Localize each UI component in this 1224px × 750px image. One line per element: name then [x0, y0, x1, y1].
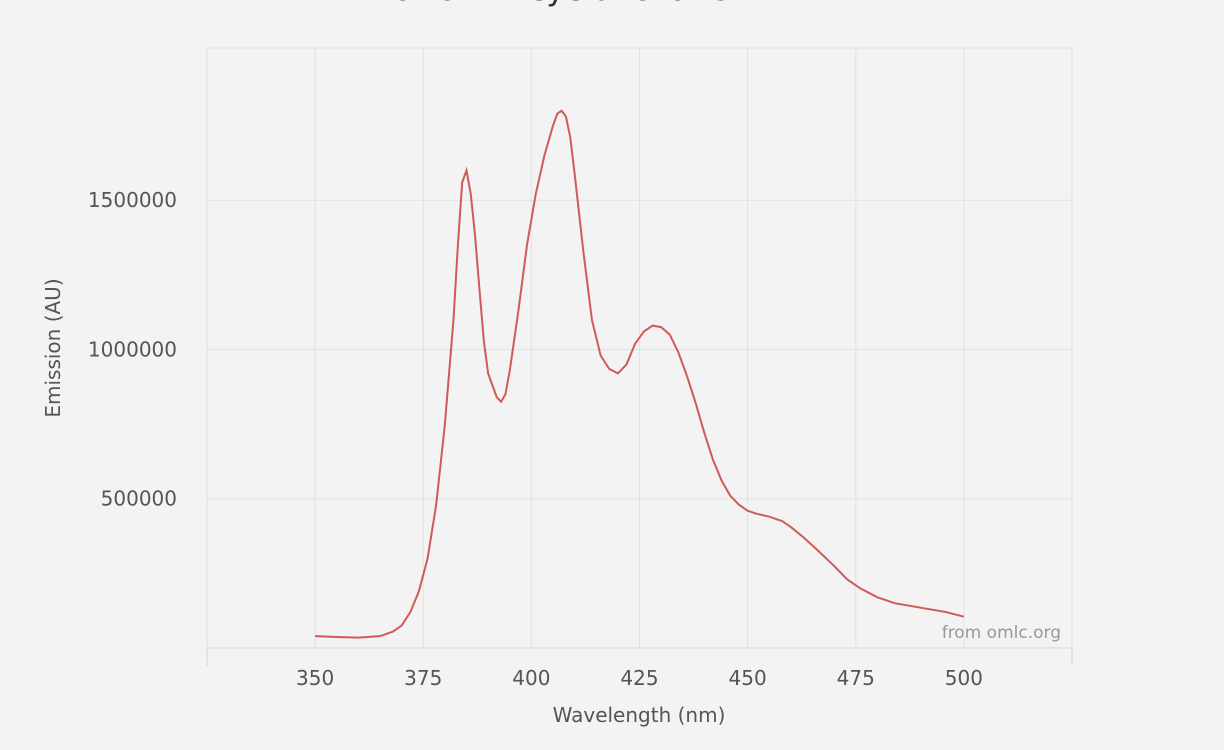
chart-title: POPOP in cyclohexane — [371, 0, 729, 8]
x-tick-label: 400 — [512, 666, 550, 690]
x-axis-label: Wavelength (nm) — [553, 703, 726, 727]
credit: from omlc.org — [942, 623, 1061, 643]
x-tick-label: 475 — [837, 666, 875, 690]
data-line — [315, 109, 965, 639]
x-tick-label: 450 — [729, 666, 767, 690]
x-tick-label: 375 — [404, 666, 442, 690]
y-axis-label: Emission (AU) — [41, 278, 65, 417]
y-tick-label: 500000 — [101, 487, 177, 511]
x-tick-label: 350 — [296, 666, 334, 690]
x-tick-label: 425 — [620, 666, 658, 690]
y-tick-label: 1000000 — [88, 337, 177, 361]
x-tick-label: 500 — [945, 666, 983, 690]
y-tick-label: 1500000 — [88, 188, 177, 212]
